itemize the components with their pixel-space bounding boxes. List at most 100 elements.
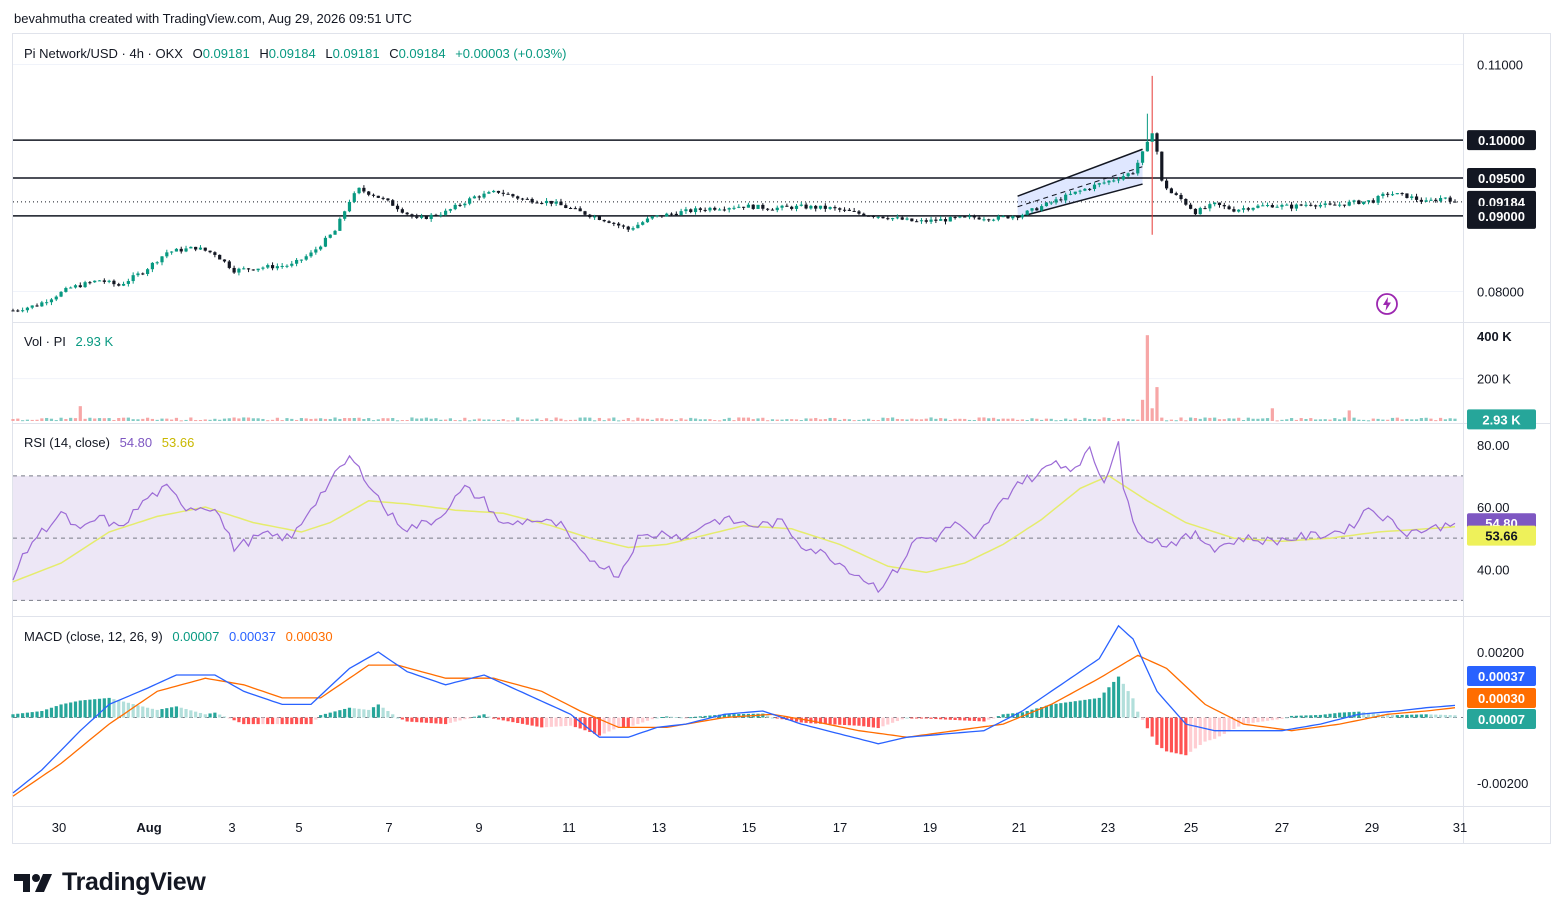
candle-body[interactable] <box>93 280 97 283</box>
candle-body[interactable] <box>434 214 438 216</box>
candle-body[interactable] <box>381 197 385 199</box>
candle-body[interactable] <box>266 265 270 268</box>
candle-body[interactable] <box>184 248 188 252</box>
candle-body[interactable] <box>1208 204 1212 209</box>
candle-body[interactable] <box>333 230 337 235</box>
candle-body[interactable] <box>487 192 491 194</box>
candle-body[interactable] <box>145 269 150 274</box>
candle-body[interactable] <box>261 267 265 269</box>
candle-body[interactable] <box>799 204 803 206</box>
candle-body[interactable] <box>617 223 621 226</box>
candle-body[interactable] <box>1001 216 1005 218</box>
candle-body[interactable] <box>1073 191 1077 194</box>
candle-body[interactable] <box>290 263 294 266</box>
candle-body[interactable] <box>40 302 44 307</box>
candle-body[interactable] <box>1020 214 1024 218</box>
candle-body[interactable] <box>597 216 602 220</box>
candle-body[interactable] <box>549 200 553 204</box>
candle-body[interactable] <box>208 250 212 253</box>
candle-body[interactable] <box>1448 197 1452 202</box>
candle-body[interactable] <box>1011 216 1015 219</box>
candle-body[interactable] <box>737 206 741 208</box>
candle-body[interactable] <box>578 208 582 212</box>
candle-body[interactable] <box>650 216 654 219</box>
candle-body[interactable] <box>645 218 650 223</box>
candle-body[interactable] <box>97 280 102 282</box>
candle-body[interactable] <box>126 281 130 284</box>
candle-body[interactable] <box>1006 216 1010 219</box>
candle-body[interactable] <box>371 194 376 196</box>
candle-body[interactable] <box>367 191 371 195</box>
candle-body[interactable] <box>953 217 957 219</box>
candle-body[interactable] <box>347 201 352 212</box>
candle-body[interactable] <box>746 204 751 208</box>
candle-body[interactable] <box>607 221 611 223</box>
candle-body[interactable] <box>1395 193 1399 195</box>
candle-body[interactable] <box>16 310 20 312</box>
candle-body[interactable] <box>1088 188 1092 190</box>
candle-body[interactable] <box>636 224 640 229</box>
candle-body[interactable] <box>593 216 597 218</box>
candle-body[interactable] <box>862 213 866 216</box>
candle-body[interactable] <box>1246 208 1250 210</box>
candle-body[interactable] <box>602 219 606 222</box>
candle-body[interactable] <box>1270 205 1274 208</box>
candle-body[interactable] <box>1097 183 1101 185</box>
candle-body[interactable] <box>1189 204 1193 209</box>
candle-body[interactable] <box>1289 204 1294 209</box>
candle-body[interactable] <box>1222 205 1226 207</box>
candle-body[interactable] <box>1083 188 1087 191</box>
candle-body[interactable] <box>525 198 529 200</box>
rsi-ma-line[interactable] <box>12 475 1456 583</box>
candle-body[interactable] <box>535 202 539 204</box>
candle-body[interactable] <box>1193 208 1198 215</box>
candle-body[interactable] <box>814 205 818 209</box>
candle-body[interactable] <box>1381 193 1385 197</box>
candle-body[interactable] <box>1068 193 1073 195</box>
candle-body[interactable] <box>73 285 78 288</box>
candle-body[interactable] <box>400 209 404 213</box>
candle-body[interactable] <box>1198 208 1202 215</box>
candle-body[interactable] <box>352 193 356 202</box>
candle-body[interactable] <box>1419 199 1423 202</box>
candle-body[interactable] <box>934 219 938 221</box>
candle-body[interactable] <box>136 273 140 276</box>
candle-body[interactable] <box>996 216 1000 220</box>
macd-label[interactable]: MACD (close, 12, 26, 9) <box>24 629 163 644</box>
candle-body[interactable] <box>386 198 390 201</box>
candle-body[interactable] <box>357 187 361 194</box>
candle-body[interactable] <box>573 208 577 210</box>
candle-body[interactable] <box>828 207 832 209</box>
candle-body[interactable] <box>766 208 770 210</box>
candle-body[interactable] <box>977 217 981 220</box>
candle-body[interactable] <box>554 201 558 204</box>
candle-body[interactable] <box>756 204 760 209</box>
candle-body[interactable] <box>852 210 856 212</box>
candle-body[interactable] <box>1126 173 1130 177</box>
candle-body[interactable] <box>338 218 342 231</box>
candle-body[interactable] <box>1453 201 1457 203</box>
candle-body[interactable] <box>751 204 755 209</box>
candle-body[interactable] <box>780 205 784 208</box>
candle-body[interactable] <box>21 310 25 312</box>
candle-body[interactable] <box>924 220 928 222</box>
candle-body[interactable] <box>886 218 890 220</box>
candle-body[interactable] <box>1390 194 1395 196</box>
candle-body[interactable] <box>1217 202 1222 206</box>
candle-body[interactable] <box>448 209 453 211</box>
candle-body[interactable] <box>1280 204 1284 207</box>
candle-body[interactable] <box>794 205 799 209</box>
candle-body[interactable] <box>1410 196 1414 198</box>
candle-body[interactable] <box>516 196 520 199</box>
candle-body[interactable] <box>717 209 722 211</box>
candle-body[interactable] <box>121 283 126 286</box>
candle-body[interactable] <box>684 209 688 212</box>
candle-body[interactable] <box>1121 176 1125 180</box>
candle-body[interactable] <box>1323 203 1327 205</box>
candle-body[interactable] <box>1429 199 1433 201</box>
candle-body[interactable] <box>160 256 164 263</box>
candle-body[interactable] <box>472 196 477 199</box>
candle-body[interactable] <box>1328 203 1332 205</box>
candle-body[interactable] <box>203 247 207 251</box>
candle-body[interactable] <box>35 305 39 307</box>
